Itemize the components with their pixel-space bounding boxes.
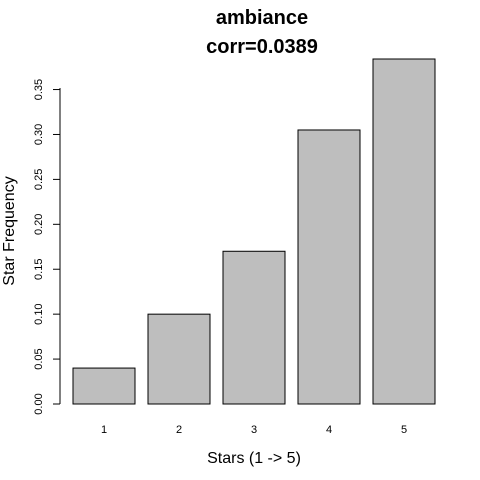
y-tick-label: 0.10 [33,303,45,324]
x-axis-labels: 1 2 3 4 5 [101,424,407,436]
x-axis-title: Stars (1 -> 5) [207,450,301,467]
chart-title: ambiance [216,7,308,29]
y-tick-label: 0.00 [33,393,45,414]
bar-4 [297,129,361,405]
bar-2 [147,313,211,405]
y-axis-ticks: 0.00 0.05 0.10 0.15 0.20 0.25 0.30 0.35 [33,79,60,415]
y-tick-label: 0.25 [33,169,45,190]
y-tick-label: 0.30 [33,124,45,145]
y-tick-label: 0.20 [33,214,45,235]
bar-5 [372,58,436,405]
y-tick-label: 0.15 [33,259,45,280]
chart-subtitle: corr=0.0389 [206,36,318,58]
y-tick-label: 0.35 [33,79,45,100]
x-tick-label: 1 [101,424,107,436]
x-tick-label: 3 [251,424,257,436]
x-tick-label: 2 [176,424,182,436]
bar-1 [72,367,136,405]
x-tick-label: 5 [401,424,407,436]
y-tick-label: 0.05 [33,348,45,369]
y-axis-title: Star Frequency [1,176,18,285]
bar-3 [222,250,286,405]
x-tick-label: 4 [326,424,332,436]
bars-group [72,58,436,405]
